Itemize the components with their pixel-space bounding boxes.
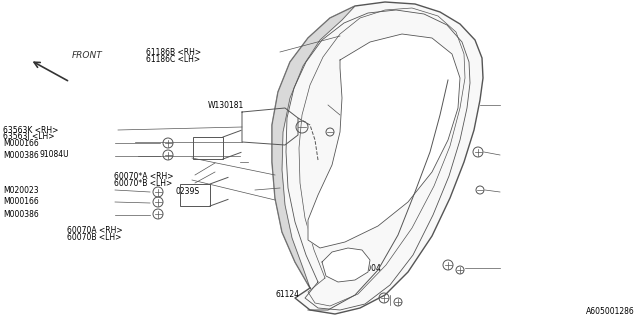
Text: 60070A <RH>: 60070A <RH> xyxy=(67,226,123,235)
Text: 63563K <RH>: 63563K <RH> xyxy=(3,126,59,135)
Text: 61124: 61124 xyxy=(275,290,300,299)
Text: A605001286: A605001286 xyxy=(586,307,635,316)
Text: W130181: W130181 xyxy=(208,101,244,110)
Text: W270027: W270027 xyxy=(346,186,382,195)
Polygon shape xyxy=(322,248,370,282)
Text: 60010A <LH>: 60010A <LH> xyxy=(346,108,400,116)
Text: 63563J <LH>: 63563J <LH> xyxy=(3,132,54,141)
Text: 60070*A <RH>: 60070*A <RH> xyxy=(114,172,173,181)
Polygon shape xyxy=(272,2,483,314)
Text: 60070*B <LH>: 60070*B <LH> xyxy=(114,179,172,188)
Text: FRONT: FRONT xyxy=(72,51,103,60)
Text: M000166: M000166 xyxy=(3,197,39,206)
Text: M000166: M000166 xyxy=(3,139,39,148)
Text: 60070B <LH>: 60070B <LH> xyxy=(67,233,122,242)
Text: 61186C <LH>: 61186C <LH> xyxy=(146,55,200,64)
Text: 60010  <RH>: 60010 <RH> xyxy=(346,100,398,109)
Text: M000386: M000386 xyxy=(3,151,39,160)
Text: M020023: M020023 xyxy=(3,186,39,195)
Text: 91084U: 91084U xyxy=(40,150,69,159)
Text: 0239S: 0239S xyxy=(176,188,200,196)
Text: M050004: M050004 xyxy=(346,264,381,273)
Polygon shape xyxy=(308,34,460,248)
Text: W410012: W410012 xyxy=(346,148,382,157)
Polygon shape xyxy=(272,6,355,288)
Text: 61186B <RH>: 61186B <RH> xyxy=(146,48,201,57)
Text: M000386: M000386 xyxy=(3,210,39,219)
